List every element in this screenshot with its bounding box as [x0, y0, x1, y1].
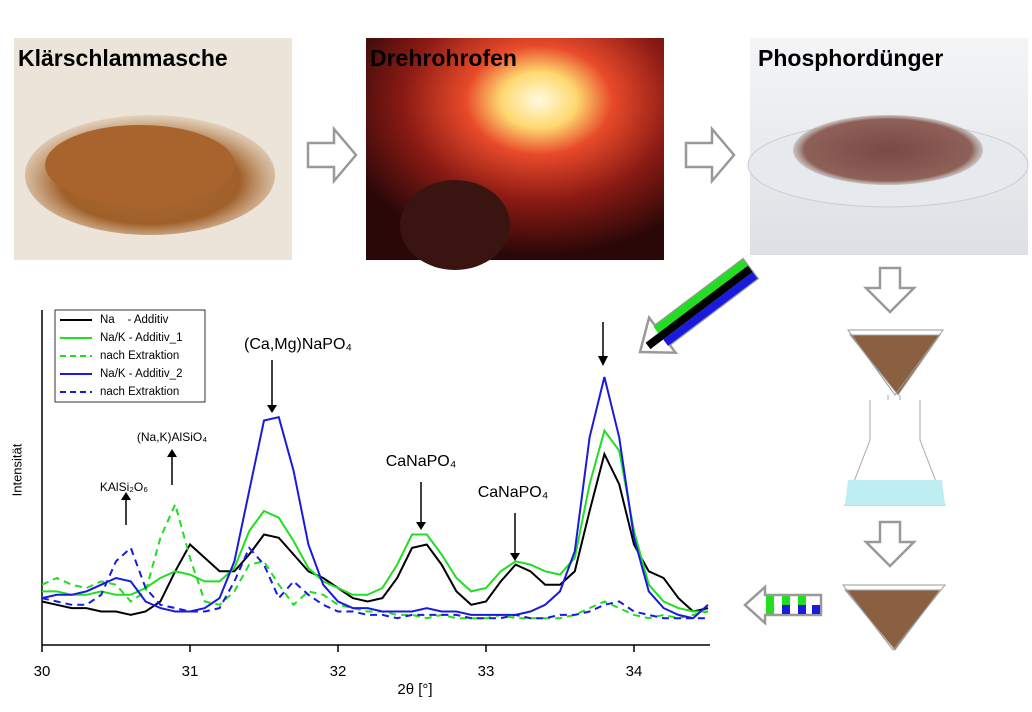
peak-arrowhead: [416, 522, 426, 530]
x-tick-label: 30: [34, 663, 51, 680]
peak-label: CaNaPO₄: [386, 453, 457, 470]
y-axis-label: Intensität: [9, 443, 24, 496]
filter-flask: [841, 329, 947, 651]
flow-arrows: [306, 125, 918, 568]
legend-label: Na/K - Additiv_1: [100, 332, 182, 344]
peak-arrowhead: [121, 492, 131, 500]
x-axis-label: 2θ [°]: [397, 681, 432, 698]
xrd-chart: 2θ [°] Intensität: [9, 309, 710, 698]
x-tick-label: 34: [626, 663, 643, 680]
legend-label: nach Extraktion: [100, 386, 179, 398]
series-line: [41, 501, 709, 620]
peak-label: (Na,K)AlSiO₄: [137, 430, 207, 444]
peak-arrowhead: [167, 449, 177, 457]
photo-fertilizer: [747, 38, 1029, 255]
photo-kiln: [366, 38, 664, 270]
peak-label: CaNaPO₄: [478, 484, 549, 501]
peak-label: (Ca,Mg)NaPO₄: [244, 336, 352, 353]
striped-arrow: [638, 257, 760, 355]
series-line: [41, 451, 709, 616]
peak-arrowhead: [598, 356, 608, 366]
striped-arrow-left: [743, 584, 823, 626]
legend-label: Na/K - Additiv_2: [100, 368, 182, 380]
photo-caption: Phosphordünger: [758, 45, 943, 71]
x-tick-label: 31: [182, 663, 199, 680]
peak-arrowhead: [510, 553, 520, 561]
series-line: [41, 376, 709, 620]
series-line: [41, 546, 708, 620]
photo-caption: Klärschlammasche: [18, 45, 228, 71]
x-tick-label: 33: [478, 663, 495, 680]
legend-label: nach Extraktion: [100, 350, 179, 362]
series-line: [42, 428, 708, 613]
photo-ash: [14, 38, 292, 260]
photo-caption: Drehrohrofen: [370, 45, 517, 71]
peak-label: KAlSi₂O₆: [100, 480, 148, 494]
peak-arrowhead: [267, 405, 277, 413]
legend-label: Na - Additiv: [100, 314, 169, 326]
x-tick-label: 32: [330, 663, 347, 680]
